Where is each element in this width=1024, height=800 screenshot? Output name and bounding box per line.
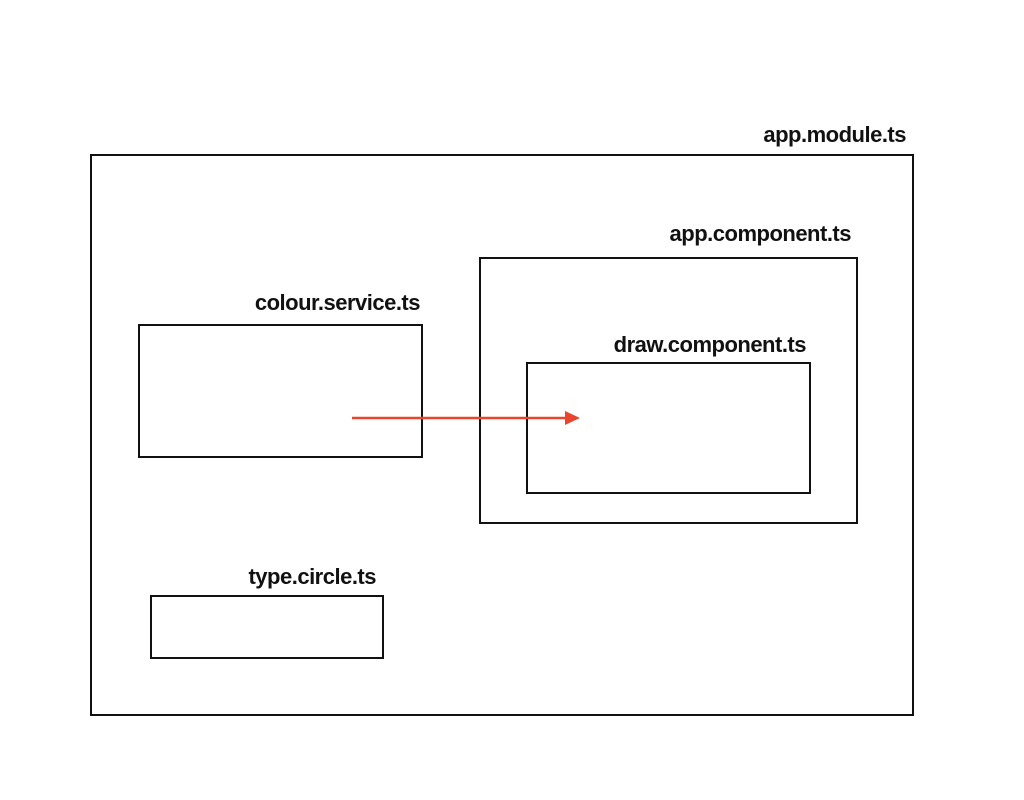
colour-service-box xyxy=(138,324,423,458)
app-module-label: app.module.ts xyxy=(763,122,906,147)
type-circle-box xyxy=(150,595,384,659)
app-module-box xyxy=(90,154,914,716)
app-component-label: app.component.ts xyxy=(669,221,852,246)
draw-component-label: draw.component.ts xyxy=(613,332,807,357)
draw-component-box xyxy=(526,362,811,494)
type-circle-label: type.circle.ts xyxy=(248,564,376,589)
app-component-box xyxy=(479,257,858,524)
colour-service-label: colour.service.ts xyxy=(254,290,421,315)
